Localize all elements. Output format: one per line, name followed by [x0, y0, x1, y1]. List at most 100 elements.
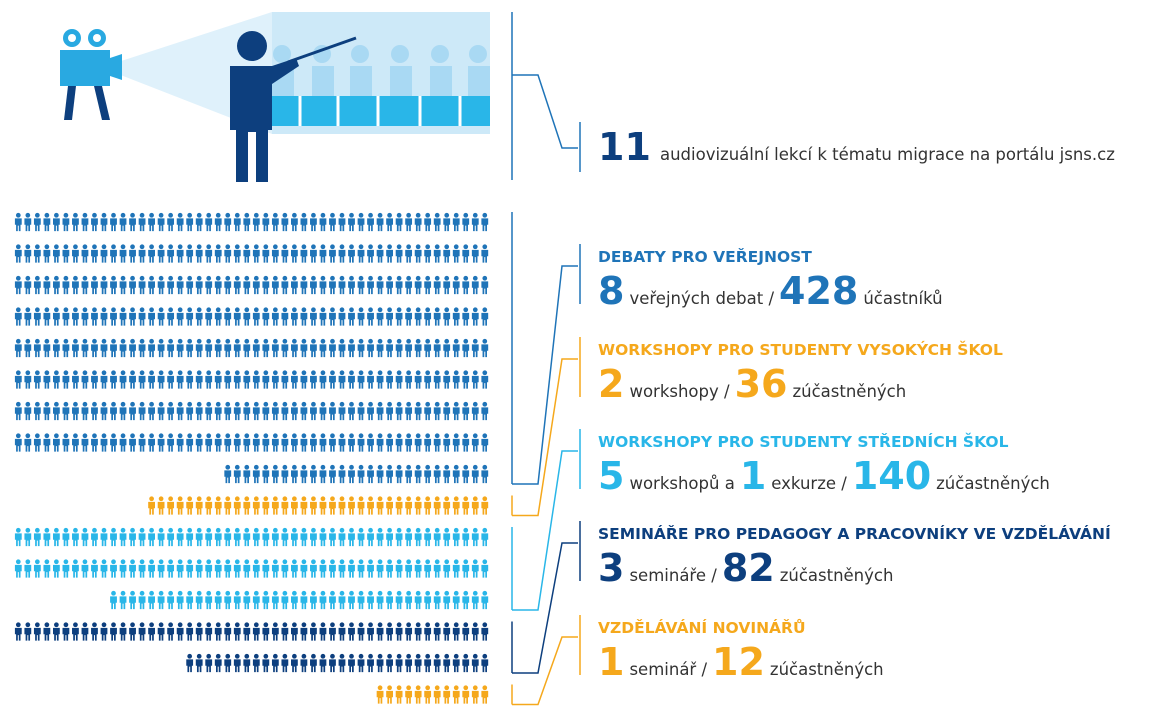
- person-icon: [82, 402, 89, 420]
- person-icon: [120, 339, 127, 357]
- person-icon: [301, 465, 308, 483]
- person-icon: [472, 402, 479, 420]
- person-icon: [329, 528, 336, 546]
- person-icon: [358, 528, 365, 546]
- person-icon: [272, 496, 279, 514]
- lessons-connector: [512, 12, 580, 180]
- person-icon: [205, 559, 212, 577]
- person-icon: [405, 528, 412, 546]
- person-icon: [301, 433, 308, 451]
- person-icon: [34, 402, 41, 420]
- stat-text: zúčastněných: [792, 382, 906, 401]
- person-icon: [53, 339, 60, 357]
- person-icon: [434, 244, 441, 262]
- person-icon: [472, 559, 479, 577]
- person-icon: [24, 402, 31, 420]
- person-icon: [91, 528, 98, 546]
- person-icon: [215, 591, 222, 609]
- person-icon: [424, 244, 431, 262]
- person-icon: [243, 339, 250, 357]
- person-icon: [472, 244, 479, 262]
- person-icon: [110, 244, 117, 262]
- person-icon: [443, 244, 450, 262]
- person-icon: [339, 213, 346, 231]
- person-icon: [339, 528, 346, 546]
- person-icon: [386, 402, 393, 420]
- person-icon: [186, 654, 193, 672]
- person-icon: [129, 339, 136, 357]
- person-icon: [120, 591, 127, 609]
- person-icon: [158, 370, 165, 388]
- person-icon: [43, 402, 50, 420]
- person-icon: [453, 276, 460, 294]
- person-icon: [196, 559, 203, 577]
- person-icon: [358, 213, 365, 231]
- person-icon: [177, 276, 184, 294]
- person-icon: [205, 339, 212, 357]
- person-icon: [291, 402, 298, 420]
- person-icon: [167, 307, 174, 325]
- person-icon: [234, 307, 241, 325]
- person-icon: [167, 528, 174, 546]
- person-icon: [348, 213, 355, 231]
- person-icon: [339, 622, 346, 640]
- person-icon: [24, 276, 31, 294]
- person-icon: [129, 622, 136, 640]
- person-icon: [272, 528, 279, 546]
- person-icon: [262, 370, 269, 388]
- connector-line: [512, 637, 578, 705]
- person-icon: [481, 559, 488, 577]
- person-icon: [215, 559, 222, 577]
- person-icon: [443, 559, 450, 577]
- person-icon: [129, 559, 136, 577]
- person-icon: [101, 528, 108, 546]
- person-icon: [453, 465, 460, 483]
- person-icon: [120, 402, 127, 420]
- person-icon: [148, 213, 155, 231]
- person-icon: [177, 213, 184, 231]
- person-icon: [158, 528, 165, 546]
- person-icon: [186, 433, 193, 451]
- person-icon: [405, 213, 412, 231]
- person-icon: [320, 528, 327, 546]
- person-icon: [472, 307, 479, 325]
- person-icon: [205, 654, 212, 672]
- person-icon: [481, 433, 488, 451]
- connector-line: [512, 359, 578, 516]
- person-icon: [462, 559, 469, 577]
- person-icon: [43, 622, 50, 640]
- person-icon: [262, 307, 269, 325]
- person-icon: [15, 402, 22, 420]
- person-icon: [310, 559, 317, 577]
- person-icon: [63, 307, 70, 325]
- person-icon: [329, 276, 336, 294]
- person-icon: [234, 339, 241, 357]
- person-icon: [234, 496, 241, 514]
- person-icon: [224, 654, 231, 672]
- person-icon: [129, 528, 136, 546]
- person-icon: [91, 244, 98, 262]
- person-icon: [215, 339, 222, 357]
- person-icon: [462, 591, 469, 609]
- person-icon: [434, 685, 441, 703]
- person-icon: [291, 307, 298, 325]
- person-icon: [415, 465, 422, 483]
- person-icon: [262, 591, 269, 609]
- infographic: 11 audiovizuální lekcí k tématu migrace …: [0, 0, 1150, 712]
- person-icon: [348, 433, 355, 451]
- person-icon: [148, 402, 155, 420]
- person-icon: [462, 622, 469, 640]
- person-icon: [205, 307, 212, 325]
- person-icon: [53, 559, 60, 577]
- person-icon: [415, 433, 422, 451]
- person-icon: [329, 370, 336, 388]
- person-icon: [224, 528, 231, 546]
- person-icon: [91, 433, 98, 451]
- person-icon: [358, 622, 365, 640]
- person-icon: [415, 276, 422, 294]
- person-icon: [462, 496, 469, 514]
- person-icon: [301, 276, 308, 294]
- person-icon: [139, 433, 146, 451]
- person-icon: [91, 402, 98, 420]
- person-icon: [396, 654, 403, 672]
